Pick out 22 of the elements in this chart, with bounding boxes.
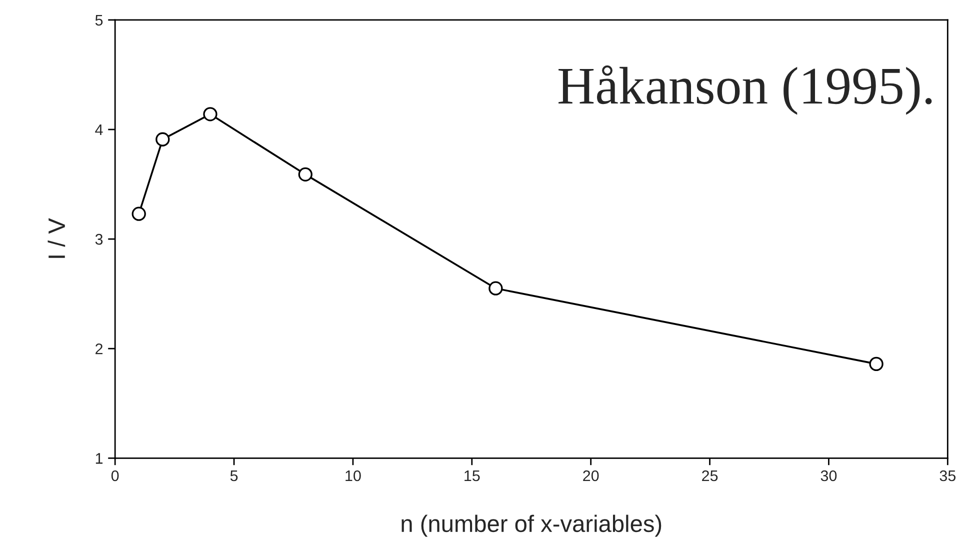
y-axis-title: I / V	[48, 218, 66, 258]
y-tick-label: 3	[95, 234, 103, 245]
x-tick-label: 35	[940, 470, 956, 482]
annotation: Håkanson (1995).	[558, 65, 932, 115]
point	[298, 167, 312, 182]
y-tick-label: 4	[95, 124, 103, 136]
y-tick-label: 2	[96, 343, 102, 354]
x-tick-label: 20	[583, 470, 599, 482]
point	[869, 356, 884, 372]
point	[132, 206, 146, 221]
x-tick-label: 10	[346, 470, 361, 482]
point	[488, 281, 503, 296]
x-tick-label: 15	[464, 470, 480, 482]
y-tick-label: 1	[96, 453, 103, 464]
point	[203, 107, 218, 122]
x-axis-title: n (number of x-variables)	[402, 514, 662, 537]
x-tick-label: 0	[111, 470, 119, 482]
x-tick-label: 5	[230, 470, 238, 482]
x-tick-label: 25	[702, 470, 718, 482]
y-tick-label: 5	[95, 14, 103, 26]
x-tick-label: 30	[820, 470, 837, 482]
point	[156, 132, 170, 146]
